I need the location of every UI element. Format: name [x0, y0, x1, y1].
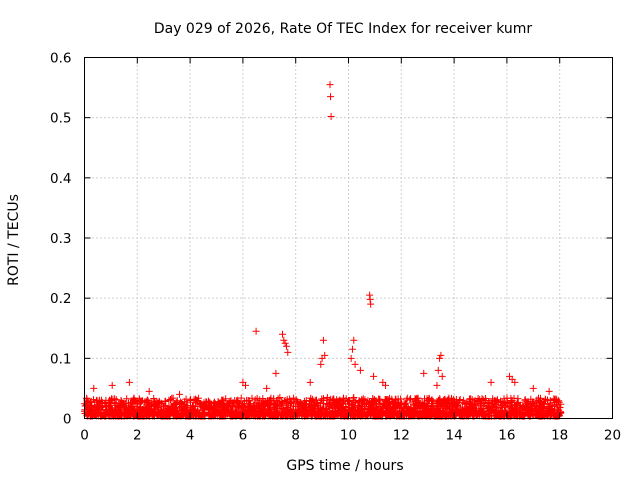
data-point	[321, 351, 329, 359]
data-point	[356, 366, 364, 374]
x-tick-label: 8	[291, 428, 300, 444]
data-point	[420, 369, 428, 377]
data-point	[529, 384, 537, 392]
x-tick-label: 0	[80, 428, 89, 444]
data-point	[434, 366, 442, 374]
x-tick-label: 6	[239, 428, 248, 444]
data-point	[252, 327, 260, 335]
data-point	[284, 348, 292, 356]
data-point	[366, 295, 374, 303]
data-point	[282, 342, 290, 350]
data-point	[272, 369, 280, 377]
data-point	[438, 372, 446, 380]
axis-ticks: 0 2 4 6 8 10 12 14 16 18 20 0 0.1 0.2 0.3 0.4 0.5 0.6	[50, 51, 621, 444]
data-point	[242, 381, 250, 389]
data-point	[511, 378, 519, 386]
data-point	[436, 354, 444, 362]
data-point	[276, 393, 284, 401]
data-point	[327, 112, 335, 120]
y-tick-label: 0	[63, 412, 72, 428]
data-point	[366, 291, 374, 299]
data-point	[381, 381, 389, 389]
x-tick-label: 4	[186, 428, 195, 444]
data-point	[437, 351, 445, 359]
dense-sample-band	[81, 394, 565, 420]
data-point	[326, 81, 334, 89]
x-tick-label: 12	[393, 428, 410, 444]
x-tick-label: 14	[446, 428, 463, 444]
data-point	[545, 387, 553, 395]
data-point	[370, 372, 378, 380]
data-point	[280, 336, 288, 344]
data-point	[367, 300, 375, 308]
data-point	[306, 378, 314, 386]
data-point	[281, 339, 289, 347]
y-tick-label: 0.5	[50, 111, 71, 127]
data-point	[433, 381, 441, 389]
data-points	[81, 81, 565, 420]
y-tick-label: 0.4	[50, 171, 71, 187]
data-point	[351, 360, 359, 368]
y-tick-label: 0.1	[50, 351, 71, 367]
data-point	[487, 378, 495, 386]
x-tick-label: 16	[498, 428, 515, 444]
x-axis-label: GPS time / hours	[286, 458, 403, 474]
data-point	[347, 354, 355, 362]
data-point	[90, 384, 98, 392]
y-tick-label: 0.2	[50, 291, 71, 307]
data-point	[263, 384, 271, 392]
x-tick-label: 18	[551, 428, 568, 444]
x-tick-label: 10	[340, 428, 357, 444]
data-point	[125, 378, 133, 386]
grid-lines	[84, 57, 613, 419]
x-tick-label: 20	[604, 428, 621, 444]
data-point	[176, 390, 184, 398]
data-point	[145, 387, 153, 395]
data-point	[317, 360, 325, 368]
y-tick-label: 0.3	[50, 231, 71, 247]
data-point	[348, 345, 356, 353]
data-point	[319, 336, 327, 344]
data-point	[108, 381, 116, 389]
y-tick-label: 0.6	[50, 51, 71, 67]
dense-data-points	[81, 394, 565, 420]
data-point	[279, 330, 286, 338]
data-point	[327, 93, 335, 101]
y-axis-label: ROTI / TECUs	[6, 194, 22, 286]
data-point	[350, 336, 358, 344]
chart-title: Day 029 of 2026, Rate Of TEC Index for r…	[154, 21, 533, 37]
x-tick-label: 2	[133, 428, 142, 444]
